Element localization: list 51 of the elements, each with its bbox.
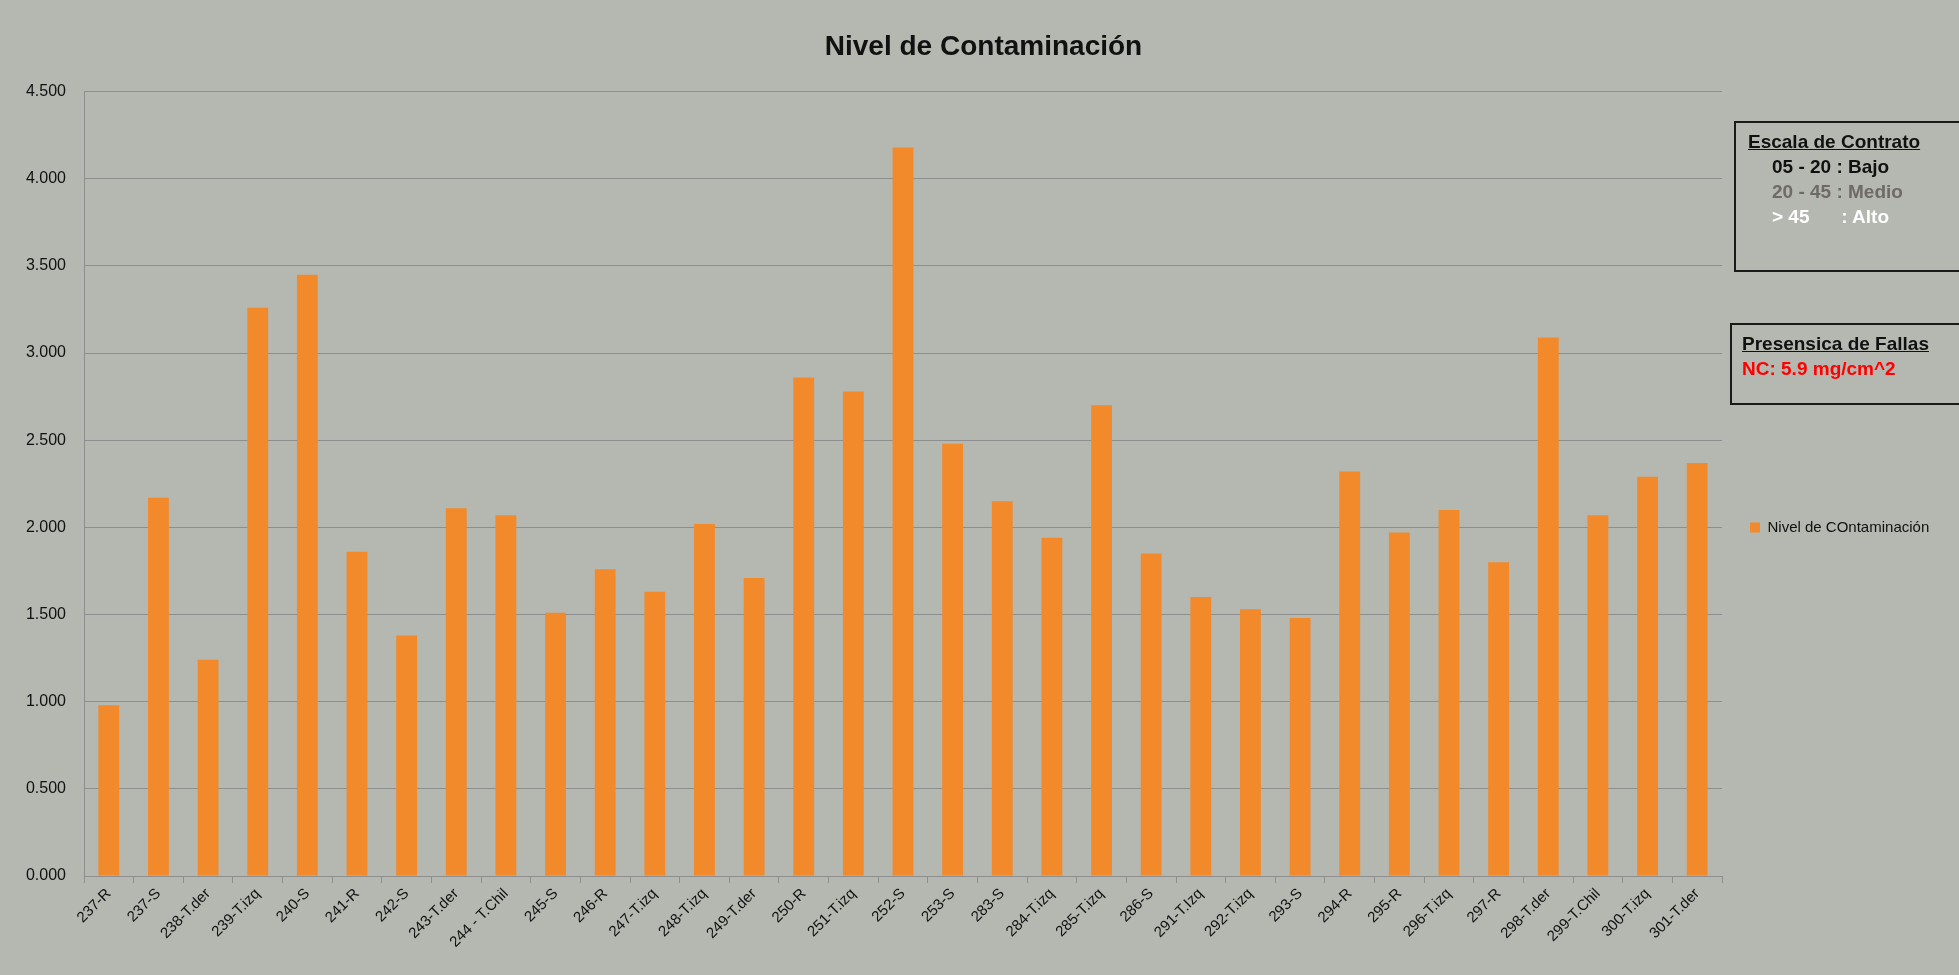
bar xyxy=(148,497,169,876)
bar xyxy=(892,147,914,876)
bar xyxy=(1686,462,1708,876)
bar xyxy=(1388,532,1410,876)
bar xyxy=(842,391,864,876)
chart-title: Nivel de Contaminación xyxy=(824,29,1143,61)
bar xyxy=(1537,337,1559,876)
y-tick-label: 3.500 xyxy=(25,256,67,274)
bar xyxy=(346,551,368,876)
bar xyxy=(1091,405,1112,876)
y-tick-label: 0.500 xyxy=(25,779,67,797)
y-tick-label: 3.000 xyxy=(25,343,67,361)
y-tick-label: 2.000 xyxy=(25,517,67,535)
text: Presensica de Fallas xyxy=(1742,332,1929,356)
bar xyxy=(594,569,616,876)
bar xyxy=(98,705,120,876)
bar xyxy=(1488,562,1510,876)
bar xyxy=(1637,476,1658,876)
bar xyxy=(743,577,765,876)
bar xyxy=(694,523,715,876)
bar xyxy=(1339,471,1361,876)
text: Escala de Contrato xyxy=(1748,130,1921,154)
bar xyxy=(247,307,269,876)
text: NC: 5.9 mg/cm^2 xyxy=(1742,357,1896,381)
legend-label: Nivel de COntaminación xyxy=(1767,517,1930,535)
bar xyxy=(1240,609,1261,876)
y-tick-label: 1.500 xyxy=(25,604,67,622)
text: 05 - 20 : Bajo xyxy=(1772,155,1890,179)
y-tick-label: 2.500 xyxy=(25,430,67,448)
y-tick-label: 4.500 xyxy=(25,82,67,100)
bar xyxy=(396,635,418,876)
bar xyxy=(296,274,318,876)
bar xyxy=(1438,509,1460,876)
bar xyxy=(644,591,666,876)
text: > 45 : Alto xyxy=(1772,205,1890,229)
bar xyxy=(793,377,815,876)
y-tick-label: 0.000 xyxy=(25,866,67,884)
y-tick-label: 1.000 xyxy=(25,692,67,710)
bar xyxy=(445,508,467,876)
bar xyxy=(197,659,219,876)
text: 20 - 45 : Medio xyxy=(1772,180,1903,204)
bar xyxy=(495,515,517,876)
bar xyxy=(545,612,566,876)
bar xyxy=(1041,537,1063,876)
bar xyxy=(1190,597,1212,876)
bar xyxy=(1587,515,1609,876)
bar xyxy=(1289,618,1311,876)
bar xyxy=(991,501,1013,876)
bar xyxy=(1140,553,1162,876)
bar xyxy=(942,443,964,876)
y-tick-label: 4.000 xyxy=(25,169,67,187)
